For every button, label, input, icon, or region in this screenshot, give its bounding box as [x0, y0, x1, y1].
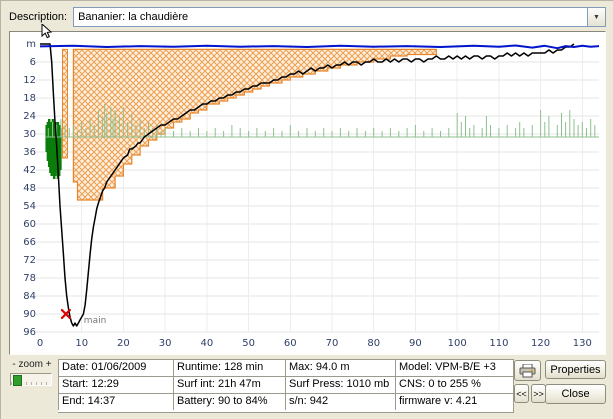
svg-text:42: 42: [23, 165, 36, 176]
info-cell-start: Start: 12:29: [58, 376, 173, 393]
svg-text:main: main: [84, 316, 107, 326]
svg-text:24: 24: [23, 111, 36, 122]
info-cell-end: End: 14:37: [58, 393, 173, 410]
info-cell-cns: CNS: 0 to 255 %: [395, 376, 513, 393]
svg-text:70: 70: [326, 338, 339, 349]
svg-text:130: 130: [573, 338, 592, 349]
svg-text:0: 0: [37, 338, 43, 349]
svg-text:90: 90: [409, 338, 422, 349]
chevron-down-icon: ▼: [593, 13, 600, 21]
previous-dive-button[interactable]: <<: [514, 384, 529, 403]
close-button[interactable]: Close: [545, 384, 606, 404]
info-cell-firmware: firmware v: 4.21: [395, 393, 513, 410]
combobox-dropdown-button[interactable]: ▼: [587, 8, 605, 26]
svg-text:12: 12: [23, 75, 36, 86]
svg-text:30: 30: [23, 129, 36, 140]
svg-text:60: 60: [284, 338, 297, 349]
dive-profile-chart[interactable]: main m 6 12 18 24 30 36 42 48 54 60 66 72 78 84 90 96 0 10 2…: [9, 31, 606, 355]
svg-text:50: 50: [242, 338, 255, 349]
description-input[interactable]: Bananier: la chaudière: [78, 11, 189, 23]
svg-text:6: 6: [30, 57, 36, 68]
info-cell-serial: s/n: 942: [285, 393, 395, 410]
svg-text:96: 96: [23, 327, 36, 338]
next-dive-button[interactable]: >>: [531, 384, 546, 403]
bottom-bar: - zoom + Date: 01/06/2009 Runtime: 128 m…: [9, 359, 606, 415]
chart-canvas[interactable]: main m 6 12 18 24 30 36 42 48 54 60 66 72 78 84 90 96 0 10 2…: [10, 32, 605, 359]
svg-text:10: 10: [75, 338, 88, 349]
info-cell-runtime: Runtime: 128 min: [173, 359, 285, 376]
dive-info-table: Date: 01/06/2009 Runtime: 128 min Max: 9…: [58, 359, 514, 413]
zoom-label: - zoom +: [12, 359, 52, 370]
description-combobox[interactable]: Bananier: la chaudière ▼: [73, 7, 606, 27]
button-group: Properties << >> Close: [514, 359, 606, 412]
info-cell-model: Model: VPM-B/E +3: [395, 359, 513, 376]
svg-text:72: 72: [23, 255, 36, 266]
svg-text:110: 110: [489, 338, 508, 349]
info-cell-battery: Battery: 90 to 84%: [173, 393, 285, 410]
printer-icon: [519, 363, 536, 377]
svg-text:54: 54: [23, 201, 36, 212]
svg-text:84: 84: [23, 291, 36, 302]
info-cell-surf-press: Surf Press: 1010 mb: [285, 376, 395, 393]
info-cell-max-depth: Max: 94.0 m: [285, 359, 395, 376]
svg-text:m: m: [26, 39, 36, 50]
info-cell-surf-int: Surf int: 21h 47m: [173, 376, 285, 393]
zoom-control: - zoom +: [9, 359, 57, 399]
description-label: Description:: [9, 11, 68, 23]
properties-button[interactable]: Properties: [545, 360, 606, 379]
svg-text:80: 80: [367, 338, 380, 349]
svg-text:100: 100: [448, 338, 467, 349]
info-cell-date: Date: 01/06/2009: [58, 359, 173, 376]
svg-text:40: 40: [201, 338, 214, 349]
svg-text:90: 90: [23, 309, 36, 320]
description-row: Description: Bananier: la chaudière ▼: [9, 7, 606, 27]
svg-text:60: 60: [23, 219, 36, 230]
svg-text:66: 66: [23, 237, 36, 248]
svg-text:30: 30: [159, 338, 172, 349]
svg-text:36: 36: [23, 147, 36, 158]
zoom-slider-thumb[interactable]: [13, 375, 22, 386]
print-button[interactable]: [514, 360, 541, 381]
svg-text:78: 78: [23, 273, 36, 284]
svg-text:120: 120: [531, 338, 550, 349]
svg-text:18: 18: [23, 93, 36, 104]
zoom-slider[interactable]: [10, 373, 52, 386]
svg-text:48: 48: [23, 183, 36, 194]
svg-text:20: 20: [117, 338, 130, 349]
